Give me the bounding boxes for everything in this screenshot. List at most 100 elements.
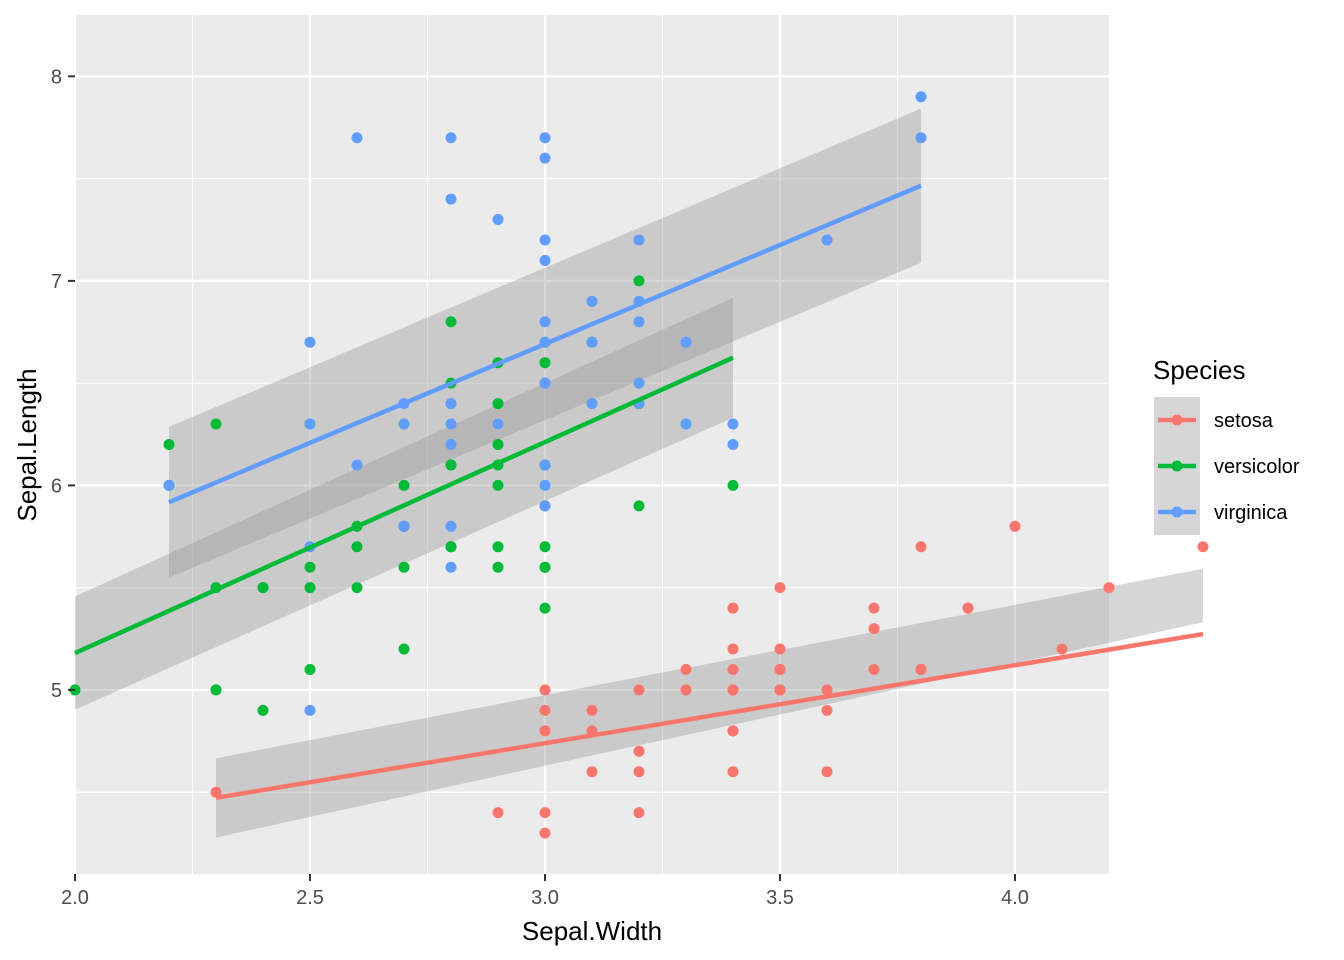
fit-line-virginica: [168, 183, 922, 505]
y-tick-label: 5: [51, 680, 62, 702]
fit-line-versicolor: [74, 355, 734, 656]
legend-label-setosa: setosa: [1214, 410, 1274, 432]
point-versicolor: [492, 479, 504, 491]
point-versicolor: [539, 541, 551, 553]
point-virginica: [445, 418, 457, 430]
point-virginica: [351, 459, 363, 471]
point-setosa: [539, 725, 551, 737]
point-setosa: [868, 623, 880, 635]
point-versicolor: [351, 541, 363, 553]
point-virginica: [304, 336, 316, 348]
x-tick-label: 2.5: [296, 887, 324, 909]
data-points: [69, 91, 1209, 839]
point-versicolor: [304, 663, 316, 675]
point-versicolor: [257, 582, 269, 594]
point-setosa: [539, 827, 551, 839]
point-setosa: [633, 766, 645, 778]
point-virginica: [304, 704, 316, 716]
point-virginica: [539, 316, 551, 328]
point-virginica: [633, 234, 645, 246]
point-versicolor: [727, 479, 739, 491]
point-setosa: [1103, 582, 1115, 594]
legend-title: Species: [1153, 355, 1246, 385]
point-versicolor: [633, 275, 645, 287]
point-virginica: [539, 377, 551, 389]
point-setosa: [915, 663, 927, 675]
point-setosa: [1009, 520, 1021, 532]
point-versicolor: [398, 643, 410, 655]
point-setosa: [680, 663, 692, 675]
point-virginica: [445, 398, 457, 410]
point-versicolor: [210, 684, 222, 696]
legend-key-point: [1171, 460, 1183, 472]
point-virginica: [539, 479, 551, 491]
legend: Species setosa versicolor virginica: [1153, 355, 1300, 535]
x-tick-label: 3.5: [766, 887, 794, 909]
point-versicolor: [492, 398, 504, 410]
point-setosa: [633, 807, 645, 819]
legend-key-point: [1171, 506, 1183, 518]
y-tick-label: 8: [51, 66, 62, 88]
x-axis-title: Sepal.Width: [522, 916, 662, 946]
point-setosa: [868, 602, 880, 614]
point-setosa: [774, 643, 786, 655]
regression-lines: [74, 183, 1204, 801]
point-virginica: [304, 418, 316, 430]
x-tick-label: 3.0: [531, 887, 559, 909]
point-versicolor: [445, 541, 457, 553]
point-virginica: [163, 479, 175, 491]
point-setosa: [962, 602, 974, 614]
point-virginica: [539, 254, 551, 266]
point-virginica: [586, 336, 598, 348]
point-virginica: [445, 439, 457, 450]
point-virginica: [445, 193, 457, 205]
point-versicolor: [492, 541, 504, 553]
point-versicolor: [304, 582, 316, 594]
y-tick-label: 7: [51, 271, 62, 293]
point-virginica: [539, 234, 551, 246]
point-versicolor: [539, 357, 551, 369]
point-virginica: [680, 336, 692, 348]
y-axis-title: Sepal.Length: [12, 368, 42, 521]
point-versicolor: [257, 704, 269, 716]
point-versicolor: [398, 561, 410, 573]
legend-keys: setosa versicolor virginica: [1154, 397, 1300, 535]
point-setosa: [821, 684, 833, 696]
point-setosa: [868, 663, 880, 675]
point-virginica: [492, 214, 504, 226]
point-setosa: [727, 602, 739, 614]
point-virginica: [445, 132, 457, 144]
point-virginica: [633, 316, 645, 328]
point-virginica: [633, 377, 645, 389]
point-setosa: [492, 807, 504, 819]
point-virginica: [539, 132, 551, 144]
point-versicolor: [492, 561, 504, 573]
point-virginica: [821, 234, 833, 246]
point-virginica: [586, 295, 598, 307]
point-versicolor: [351, 582, 363, 594]
point-setosa: [586, 766, 598, 778]
point-virginica: [727, 418, 739, 430]
point-setosa: [633, 745, 645, 757]
point-virginica: [398, 520, 410, 532]
x-axis-ticks: 2.0 2.5 3.0 3.5 4.0: [61, 874, 1029, 909]
point-setosa: [727, 725, 739, 737]
legend-label-virginica: virginica: [1214, 502, 1288, 524]
point-virginica: [915, 91, 927, 103]
point-setosa: [727, 643, 739, 655]
point-setosa: [586, 704, 598, 716]
point-virginica: [539, 459, 551, 471]
point-setosa: [633, 684, 645, 696]
point-setosa: [539, 704, 551, 716]
x-tick-label: 4.0: [1001, 887, 1029, 909]
point-virginica: [915, 132, 927, 144]
point-virginica: [445, 561, 457, 573]
point-versicolor: [539, 602, 551, 614]
legend-key-point: [1171, 414, 1183, 426]
y-axis-ticks: 5 6 7 8: [51, 66, 75, 702]
point-setosa: [680, 684, 692, 696]
point-setosa: [821, 766, 833, 778]
point-setosa: [821, 704, 833, 716]
point-virginica: [680, 418, 692, 430]
point-virginica: [539, 152, 551, 164]
